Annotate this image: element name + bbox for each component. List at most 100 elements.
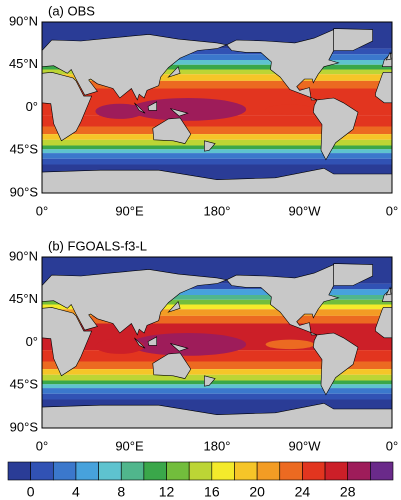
cold-tongue xyxy=(265,339,315,350)
sst-band xyxy=(42,126,392,135)
land xyxy=(226,264,340,336)
land xyxy=(312,97,359,161)
sst-band xyxy=(42,54,392,60)
lon-label: 0° xyxy=(386,203,398,218)
colorbar-tick-label: 0 xyxy=(27,484,35,500)
sst-band xyxy=(42,304,392,310)
land xyxy=(134,337,146,349)
sst-band xyxy=(42,380,392,385)
colorbar-tick-label: 16 xyxy=(204,484,220,500)
lon-label: 90°W xyxy=(289,203,322,218)
sst-band xyxy=(42,295,392,300)
sst-band xyxy=(42,74,392,81)
cold-tongue xyxy=(265,104,315,115)
sst-band xyxy=(42,60,392,65)
land xyxy=(385,286,392,296)
colorbar-box xyxy=(188,461,213,481)
lon-label: 90°W xyxy=(289,438,322,453)
colorbar-box xyxy=(75,461,99,481)
land xyxy=(167,66,181,78)
colorbar-box xyxy=(234,461,258,481)
sst-band xyxy=(42,309,392,316)
warm-pool xyxy=(95,103,145,119)
colorbar-box xyxy=(7,461,31,481)
lat-label: 45°S xyxy=(10,377,39,392)
colorbar-box xyxy=(98,461,122,481)
sst-band xyxy=(42,393,392,400)
lon-label: 180° xyxy=(204,203,231,218)
sst-band xyxy=(42,153,392,159)
warm-pool xyxy=(129,333,247,356)
colorbar-tick-label: 8 xyxy=(117,484,125,500)
lat-label: 45°N xyxy=(9,291,38,306)
sst-band xyxy=(42,145,392,150)
land xyxy=(134,102,146,114)
colorbar-box xyxy=(347,461,371,481)
colorbar-box xyxy=(279,461,303,481)
sst-band xyxy=(42,134,392,140)
sst-band xyxy=(42,48,392,55)
lat-label: 0° xyxy=(26,99,38,114)
sst-band xyxy=(42,350,392,362)
lat-label: 90°N xyxy=(9,13,38,28)
sst-band xyxy=(42,115,392,127)
lat-label: 45°S xyxy=(10,142,39,157)
land xyxy=(41,34,228,101)
colorbar-tick-label: 20 xyxy=(249,484,265,500)
land xyxy=(41,307,93,377)
sst-band xyxy=(42,289,392,295)
colorbar-box xyxy=(30,461,54,481)
sst-band xyxy=(42,388,392,394)
map xyxy=(41,22,393,194)
land xyxy=(170,108,189,117)
sst-band xyxy=(42,158,392,165)
colorbar-box xyxy=(211,461,235,481)
sst-band xyxy=(42,80,392,89)
lon-label: 0° xyxy=(386,438,398,453)
sst-band xyxy=(42,361,392,370)
lon-label: 90°E xyxy=(115,438,144,453)
map xyxy=(41,257,393,429)
land xyxy=(204,375,216,387)
sst-band xyxy=(42,69,392,75)
land xyxy=(204,140,216,152)
land xyxy=(152,352,192,379)
sst-band xyxy=(42,384,392,389)
land xyxy=(312,332,359,396)
colorbar-box xyxy=(143,461,167,481)
lon-label: 0° xyxy=(36,203,48,218)
sst-band xyxy=(42,139,392,146)
sst-band xyxy=(42,299,392,305)
lat-label: 90°N xyxy=(9,248,38,263)
colorbar-box xyxy=(256,461,281,481)
sst-band xyxy=(42,283,392,290)
lon-label: 90°E xyxy=(115,203,144,218)
sst-band xyxy=(42,374,392,381)
panel-title: (a) OBS xyxy=(48,3,95,18)
lat-label: 45°N xyxy=(9,56,38,71)
land xyxy=(333,28,373,51)
land xyxy=(147,336,157,346)
sst-band xyxy=(42,64,392,70)
panel-title: (b) FGOALS-f3-L xyxy=(48,238,147,253)
land xyxy=(333,263,373,286)
land xyxy=(385,51,392,61)
land xyxy=(41,269,228,336)
lat-label: 90°S xyxy=(10,419,39,434)
land xyxy=(147,101,157,111)
lon-label: 180° xyxy=(204,438,231,453)
warm-pool xyxy=(95,338,145,354)
warm-pool xyxy=(129,98,247,121)
land xyxy=(152,117,192,144)
colorbar-box xyxy=(324,461,349,481)
map-frame xyxy=(41,256,393,429)
colorbar-tick-label: 24 xyxy=(295,484,311,500)
land xyxy=(167,301,181,313)
sst-band xyxy=(42,369,392,375)
land xyxy=(226,29,340,101)
lat-label: 0° xyxy=(26,334,38,349)
colorbar-box xyxy=(370,461,394,481)
colorbar-tick-label: 28 xyxy=(340,484,356,500)
lon-label: 0° xyxy=(36,438,48,453)
